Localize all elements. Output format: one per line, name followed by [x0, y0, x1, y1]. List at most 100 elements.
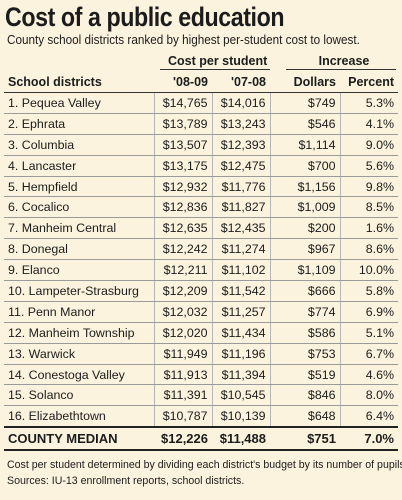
increase-dollars: $200 [269, 217, 340, 240]
increase-percent: 5.8% [339, 280, 398, 302]
district-name: 1. Pequea Valley [4, 92, 154, 114]
cost-0809: $11,949 [153, 343, 212, 365]
district-name: 5. Hempfield [4, 176, 154, 198]
cost-0809: $12,635 [153, 217, 212, 240]
cost-0708: $14,016 [211, 92, 270, 114]
column-header-percent: Percent [340, 72, 398, 93]
increase-dollars: $753 [269, 343, 340, 365]
district-name: 10. Lampeter-Strasburg [4, 280, 154, 302]
increase-percent: 6.4% [339, 405, 398, 428]
table-header-row: School districts '08-09 '07-08 Dollars P… [4, 72, 398, 93]
table-row: 4. Lancaster $13,175 $12,475 $700 5.6% [4, 155, 398, 177]
group-header-cost: Cost per student [168, 54, 268, 68]
increase-dollars: $700 [269, 155, 340, 177]
footnote: Cost per student determined by dividing … [7, 459, 402, 472]
cost-0708: $11,196 [211, 343, 270, 365]
table-row: 6. Cocalico $12,836 $11,827 $1,009 8.5% [4, 196, 398, 219]
cost-0708: $11,776 [211, 176, 270, 198]
table-row: 2. Ephrata $13,789 $13,243 $546 4.1% [4, 113, 398, 135]
table-row: 14. Conestoga Valley $11,913 $11,394 $519 4.… [4, 364, 398, 386]
cost-0809: $13,175 [153, 155, 212, 177]
cost-0708: $10,545 [211, 384, 270, 407]
increase-percent: 8.5% [339, 196, 398, 219]
column-header-0809: '08-09 [154, 72, 212, 93]
district-name: 16. Elizabethtown [4, 405, 154, 428]
column-header-district: School districts [4, 72, 154, 93]
table-row: 11. Penn Manor $12,032 $11,257 $774 6.9% [4, 301, 398, 323]
cost-0809: $12,836 [153, 196, 212, 219]
increase-percent: 5.1% [339, 322, 398, 344]
page-title: Cost of a public education [5, 2, 285, 32]
cost-0809: $12,932 [153, 176, 212, 198]
group-header-increase: Increase [318, 54, 370, 68]
table-row: 16. Elizabethtown $10,787 $10,139 $648 6.4% [4, 405, 398, 428]
table-row: 3. Columbia $13,507 $12,393 $1,114 9.0% [4, 134, 398, 156]
median-percent: 7.0% [340, 426, 398, 452]
cost-0708: $11,827 [211, 196, 270, 219]
district-name: 15. Solanco [4, 384, 154, 407]
district-name: 9. Elanco [4, 259, 154, 282]
increase-dollars: $1,009 [269, 196, 340, 219]
cost-0708: $13,243 [211, 113, 270, 135]
cost-0708: $12,435 [211, 217, 270, 240]
increase-percent: 1.6% [339, 217, 398, 240]
increase-percent: 8.6% [339, 238, 398, 261]
table-row: 13. Warwick $11,949 $11,196 $753 6.7% [4, 343, 398, 365]
increase-dollars: $648 [269, 405, 340, 428]
subtitle: County school districts ranked by highes… [7, 33, 360, 47]
increase-percent: 5.6% [339, 155, 398, 177]
cost-0809: $12,032 [153, 301, 212, 323]
group-underline-cost [160, 69, 270, 70]
median-dollars: $751 [270, 426, 340, 452]
county-median-row: COUNTY MEDIAN $12,226 $11,488 $751 7.0% [4, 426, 398, 452]
cost-0809: $14,765 [153, 92, 212, 114]
cost-0708: $11,257 [211, 301, 270, 323]
increase-dollars: $586 [269, 322, 340, 344]
median-0708: $11,488 [212, 426, 270, 452]
increase-percent: 10.0% [339, 259, 398, 282]
increase-dollars: $967 [269, 238, 340, 261]
increase-dollars: $666 [269, 280, 340, 302]
increase-dollars: $749 [269, 92, 340, 114]
increase-percent: 9.8% [339, 176, 398, 198]
table-row: 8. Donegal $12,242 $11,274 $967 8.6% [4, 238, 398, 261]
median-0809: $12,226 [154, 426, 212, 452]
district-name: 4. Lancaster [4, 155, 154, 177]
cost-0809: $10,787 [153, 405, 212, 428]
table-row: 1. Pequea Valley $14,765 $14,016 $749 5.3% [4, 92, 398, 114]
cost-0809: $12,242 [153, 238, 212, 261]
increase-percent: 5.3% [339, 92, 398, 114]
district-name: 6. Cocalico [4, 196, 154, 219]
district-name: 7. Manheim Central [4, 217, 154, 240]
table-row: 15. Solanco $11,391 $10,545 $846 8.0% [4, 384, 398, 407]
increase-dollars: $1,156 [269, 176, 340, 198]
cost-0809: $13,507 [153, 134, 212, 156]
increase-percent: 8.0% [339, 384, 398, 407]
cost-0708: $11,102 [211, 259, 270, 282]
group-headers: Cost per student Increase [4, 54, 398, 70]
increase-percent: 6.9% [339, 301, 398, 323]
district-name: 13. Warwick [4, 343, 154, 365]
district-name: 12. Manheim Township [4, 322, 154, 344]
increase-dollars: $1,109 [269, 259, 340, 282]
increase-percent: 6.7% [339, 343, 398, 365]
cost-0708: $11,394 [211, 364, 270, 386]
district-name: 3. Columbia [4, 134, 154, 156]
increase-dollars: $774 [269, 301, 340, 323]
cost-0708: $11,434 [211, 322, 270, 344]
increase-percent: 9.0% [339, 134, 398, 156]
column-header-0708: '07-08 [212, 72, 270, 93]
median-label: COUNTY MEDIAN [4, 426, 154, 452]
table-row: 10. Lampeter-Strasburg $12,209 $11,542 $666… [4, 280, 398, 302]
cost-0708: $11,542 [211, 280, 270, 302]
increase-percent: 4.6% [339, 364, 398, 386]
increase-percent: 4.1% [339, 113, 398, 135]
cost-table: School districts '08-09 '07-08 Dollars P… [4, 72, 398, 452]
cost-0708: $12,475 [211, 155, 270, 177]
table-row: 7. Manheim Central $12,635 $12,435 $200 1.6% [4, 217, 398, 240]
table-row: 5. Hempfield $12,932 $11,776 $1,156 9.8% [4, 176, 398, 198]
cost-0809: $12,020 [153, 322, 212, 344]
table-body: 1. Pequea Valley $14,765 $14,016 $749 5.3% 2.… [4, 92, 398, 428]
table-row: 12. Manheim Township $12,020 $11,434 $586 5.… [4, 322, 398, 344]
